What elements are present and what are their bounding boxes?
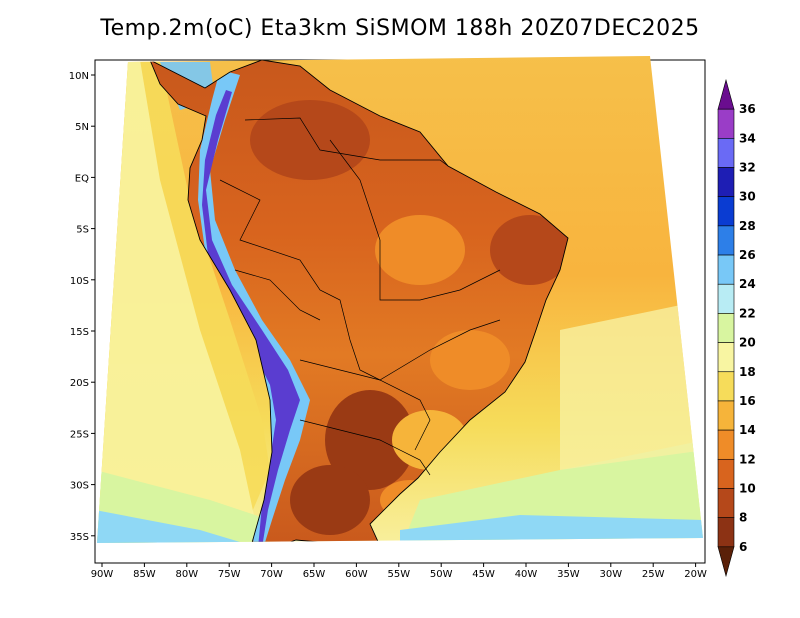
longitude-axis: 90W 85W 80W 75W 70W 65W 60W 55W 50W 45W 40W 35W 30W 2… xyxy=(91,563,707,580)
country-borders xyxy=(219,117,501,476)
lon-tick-label: 90W xyxy=(91,569,114,580)
colorbar-label: 14 xyxy=(739,423,756,437)
andes-cold-band xyxy=(202,90,300,543)
colorbar-segment xyxy=(717,488,735,518)
colorbar-segment xyxy=(717,458,735,489)
lon-tick-label: 60W xyxy=(345,569,368,580)
lat-tick-label: 20S xyxy=(70,378,89,389)
lat-tick-label: 30S xyxy=(70,481,89,492)
lon-tick-label: 50W xyxy=(430,569,453,580)
lon-tick-label: 30W xyxy=(599,569,622,580)
colorbar-label: 34 xyxy=(739,131,756,145)
colorbar-segment xyxy=(717,313,735,343)
lat-tick-label: EQ xyxy=(75,173,89,184)
colorbar-label: 22 xyxy=(739,306,756,320)
colorbar-segment xyxy=(717,517,735,548)
southeast-warm-zone xyxy=(430,330,510,390)
colorbar-label: 20 xyxy=(739,336,756,350)
central-warm-zone xyxy=(375,215,465,285)
colorbar-segment xyxy=(717,400,735,431)
southern-pacific-cold xyxy=(97,510,250,543)
colorbar-segment xyxy=(717,371,735,402)
lon-tick-label: 35W xyxy=(557,569,580,580)
lat-tick-label: 25S xyxy=(70,429,89,440)
colorbar-label: 16 xyxy=(739,394,756,408)
amazon-hot-zone xyxy=(250,100,370,180)
lon-tick-label: 55W xyxy=(387,569,410,580)
lon-tick-label: 45W xyxy=(472,569,495,580)
lat-tick-label: 35S xyxy=(70,532,89,543)
atlantic-mild-zone xyxy=(560,300,703,470)
colorbar-label: 36 xyxy=(739,102,756,116)
colorbar-segment xyxy=(717,429,735,460)
lon-tick-label: 25W xyxy=(642,569,665,580)
colorbar-label: 8 xyxy=(739,511,747,525)
colorbar-segment xyxy=(717,283,735,314)
colorbar-segment xyxy=(717,342,735,373)
lon-tick-label: 20W xyxy=(684,569,707,580)
colorbar-label: 26 xyxy=(739,248,756,262)
colorbar-segment xyxy=(717,254,735,285)
lon-tick-label: 65W xyxy=(303,569,326,580)
lat-tick-label: 5N xyxy=(75,122,89,133)
lon-tick-label: 85W xyxy=(133,569,156,580)
colorbar-label: 12 xyxy=(739,452,756,466)
colorbar-segment xyxy=(717,138,735,168)
colorbar-segment xyxy=(717,78,735,110)
pacific-cool-zone xyxy=(97,60,255,530)
colorbar-segment xyxy=(717,225,735,256)
chaco-very-hot-zone xyxy=(325,390,415,490)
colorbar-label: 10 xyxy=(739,481,756,495)
colorbar-label: 32 xyxy=(739,161,756,175)
latitude-axis: 10N 5N EQ 5S 10S 15S 20S 25S 30S 35S xyxy=(69,71,95,543)
lat-tick-label: 15S xyxy=(70,327,89,338)
pampas-very-hot-zone xyxy=(290,465,370,535)
colorbar-label: 24 xyxy=(739,277,756,291)
colorbar-segment xyxy=(717,167,735,198)
northeast-hot-zone xyxy=(490,215,568,285)
lat-tick-label: 5S xyxy=(76,225,89,236)
colorbar-label: 28 xyxy=(739,219,756,233)
lon-tick-label: 40W xyxy=(515,569,538,580)
lon-tick-label: 80W xyxy=(175,569,198,580)
colorbar-label: 18 xyxy=(739,365,756,379)
lon-tick-label: 75W xyxy=(218,569,241,580)
colorbar-segment xyxy=(717,196,735,227)
colorbar-segment xyxy=(717,108,735,139)
temperature-field xyxy=(97,56,703,543)
colorbar-label: 6 xyxy=(739,540,747,554)
lat-tick-label: 10S xyxy=(70,276,89,287)
colorbar: 6 8 10 12 14 16 18 20 22 24 26 28 30 32 34 36 xyxy=(717,78,756,578)
lat-tick-label: 10N xyxy=(69,71,89,82)
lon-tick-label: 70W xyxy=(260,569,283,580)
map-title: Temp.2m(oC) Eta3km SiSMOM 188h 20Z07DEC2… xyxy=(100,16,700,41)
colorbar-label: 30 xyxy=(739,190,756,204)
colorbar-segment xyxy=(717,546,735,578)
